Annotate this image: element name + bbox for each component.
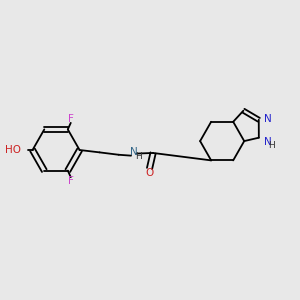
Text: H: H — [135, 152, 142, 161]
Text: HO: HO — [5, 145, 21, 155]
Text: N: N — [130, 147, 138, 157]
Text: F: F — [68, 176, 74, 186]
Text: N: N — [264, 114, 272, 124]
Text: F: F — [68, 114, 74, 124]
Text: H: H — [268, 141, 274, 150]
Text: N: N — [264, 136, 272, 147]
Text: O: O — [146, 168, 154, 178]
